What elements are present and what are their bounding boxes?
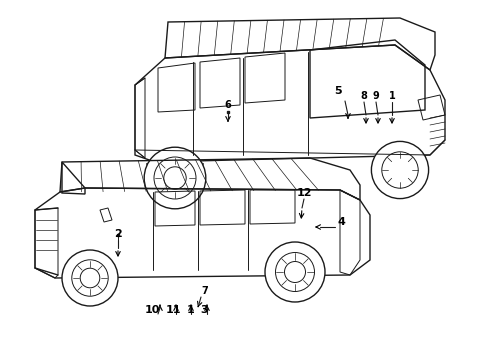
Text: 12: 12 xyxy=(296,188,311,198)
Text: 5: 5 xyxy=(333,86,341,96)
Text: 1: 1 xyxy=(187,305,195,315)
Text: 1: 1 xyxy=(388,91,395,101)
Text: 3: 3 xyxy=(200,305,207,315)
Circle shape xyxy=(62,250,118,306)
Circle shape xyxy=(264,242,325,302)
Text: 8: 8 xyxy=(360,91,366,101)
Text: 6: 6 xyxy=(224,100,231,110)
Text: 2: 2 xyxy=(114,229,122,239)
Text: 11: 11 xyxy=(165,305,181,315)
Text: 10: 10 xyxy=(144,305,160,315)
Text: 4: 4 xyxy=(336,217,344,227)
Text: 9: 9 xyxy=(372,91,379,101)
Text: 7: 7 xyxy=(201,286,208,296)
Circle shape xyxy=(144,147,205,209)
Circle shape xyxy=(371,141,427,199)
